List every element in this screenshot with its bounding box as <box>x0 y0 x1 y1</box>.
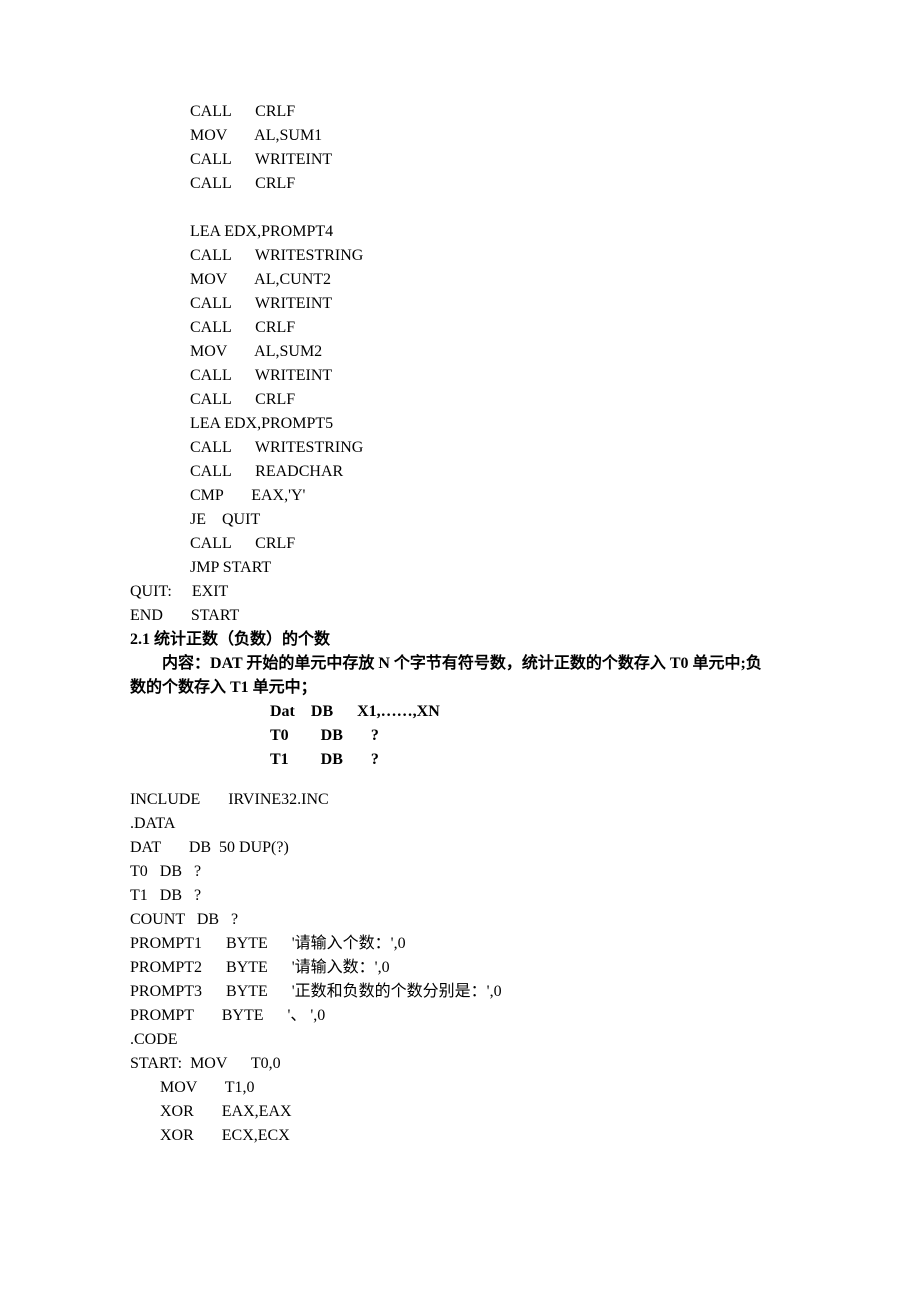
code-line: XOR EAX,EAX <box>130 1100 790 1124</box>
code-line: CALL WRITEINT <box>130 148 790 172</box>
code-line <box>130 196 790 220</box>
code-line: CALL CRLF <box>130 388 790 412</box>
code-line: PROMPT1 BYTE '请输入个数：',0 <box>130 932 790 956</box>
code-line: CMP EAX,'Y' <box>130 484 790 508</box>
dat-line: T0 DB ? <box>130 724 790 748</box>
code-line: CALL CRLF <box>130 100 790 124</box>
code-line: PROMPT BYTE '、 ',0 <box>130 1004 790 1028</box>
code-line: QUIT: EXIT <box>130 580 790 604</box>
code-line: START: MOV T0,0 <box>130 1052 790 1076</box>
code-line: T0 DB ? <box>130 860 790 884</box>
code-line: JMP START <box>130 556 790 580</box>
desc-prefix: 内容： <box>162 655 210 672</box>
code-line: .CODE <box>130 1028 790 1052</box>
code-line: XOR ECX,ECX <box>130 1124 790 1148</box>
code-line: CALL WRITEINT <box>130 292 790 316</box>
desc-body-1: DAT 开始的单元中存放 N 个字节有符号数，统计正数的个数存入 T0 单元中;… <box>210 655 762 672</box>
code-line: LEA EDX,PROMPT4 <box>130 220 790 244</box>
code-line: MOV AL,CUNT2 <box>130 268 790 292</box>
code-line: JE QUIT <box>130 508 790 532</box>
code-line: CALL CRLF <box>130 316 790 340</box>
code-line: CALL WRITESTRING <box>130 436 790 460</box>
section-title-text: 统计正数（负数）的个数 <box>150 631 330 648</box>
code-line: INCLUDE IRVINE32.INC <box>130 788 790 812</box>
code-line: CALL WRITEINT <box>130 364 790 388</box>
code-line: CALL READCHAR <box>130 460 790 484</box>
description-line-1: 内容：DAT 开始的单元中存放 N 个字节有符号数，统计正数的个数存入 T0 单… <box>130 652 790 676</box>
code-line: MOV T1,0 <box>130 1076 790 1100</box>
code-line: T1 DB ? <box>130 884 790 908</box>
code-line: COUNT DB ? <box>130 908 790 932</box>
code-line: .DATA <box>130 812 790 836</box>
code-line: CALL CRLF <box>130 532 790 556</box>
code-line: CALL WRITESTRING <box>130 244 790 268</box>
code-line: PROMPT2 BYTE '请输入数：',0 <box>130 956 790 980</box>
code-line: PROMPT3 BYTE '正数和负数的个数分别是：',0 <box>130 980 790 1004</box>
description-line-2: 数的个数存入 T1 单元中； <box>130 676 790 700</box>
code-line: CALL CRLF <box>130 172 790 196</box>
section-heading: 2.1 统计正数（负数）的个数 <box>130 628 790 652</box>
code-line: DAT DB 50 DUP(?) <box>130 836 790 860</box>
code-line: LEA EDX,PROMPT5 <box>130 412 790 436</box>
dat-line: T1 DB ? <box>130 748 790 772</box>
dat-line: Dat DB X1,……,XN <box>130 700 790 724</box>
code-line: END START <box>130 604 790 628</box>
section-number: 2.1 <box>130 631 150 648</box>
code-line: MOV AL,SUM1 <box>130 124 790 148</box>
code-line: MOV AL,SUM2 <box>130 340 790 364</box>
